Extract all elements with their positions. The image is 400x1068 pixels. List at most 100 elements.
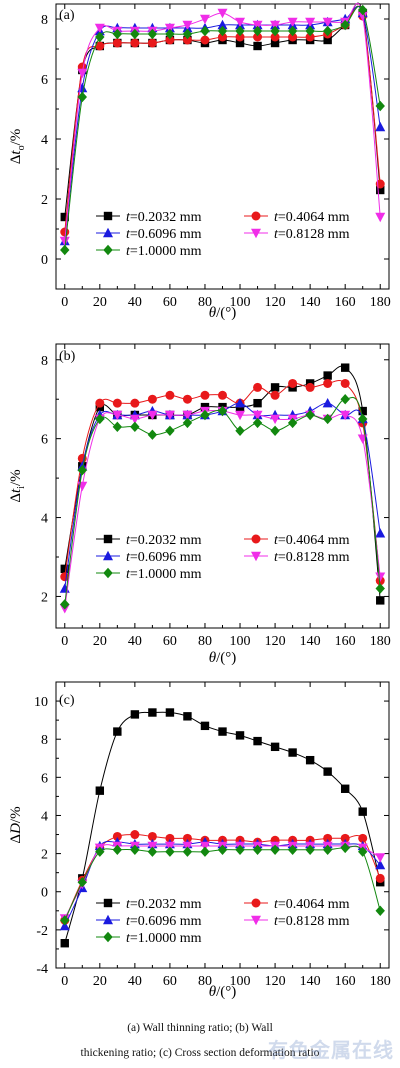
plot-frame [55, 343, 390, 629]
data-point [182, 35, 192, 45]
data-point [253, 32, 263, 42]
data-point [340, 784, 350, 793]
data-point [358, 406, 367, 416]
data-point [375, 853, 386, 863]
data-point [165, 28, 175, 40]
data-point [130, 710, 140, 719]
data-point [182, 28, 193, 40]
data-point [200, 409, 210, 421]
data-point [375, 873, 385, 883]
data-point [77, 91, 87, 103]
data-point [358, 413, 368, 425]
data-point [235, 410, 246, 421]
data-point [95, 846, 105, 857]
data-point [164, 23, 175, 34]
y-axis-label: Δto/% [8, 129, 27, 165]
data-point [288, 32, 298, 42]
data-point [200, 35, 210, 45]
data-point [130, 830, 140, 840]
data-point [305, 382, 315, 392]
x-tick-label: 80 [198, 634, 212, 649]
y-tick-label: 4 [41, 133, 48, 148]
data-point [199, 841, 210, 852]
y-tick-label: -4 [36, 962, 48, 977]
data-point [130, 398, 140, 408]
data-point [375, 572, 386, 582]
data-point [148, 708, 157, 717]
x-tick-label: 100 [230, 974, 251, 989]
legend-marker [103, 567, 113, 579]
series-t-1-0000-mm [60, 4, 385, 256]
data-point [375, 121, 386, 132]
data-point [218, 390, 227, 400]
series-t-1-0000-mm [60, 394, 385, 610]
data-point [129, 414, 140, 425]
data-point [95, 786, 105, 795]
legend-label: t=0.8128 mm [274, 914, 350, 929]
data-point [322, 25, 333, 37]
data-point [183, 712, 192, 721]
data-point [94, 23, 105, 34]
y-tick-label: 10 [34, 695, 48, 710]
data-point [217, 8, 228, 19]
data-point [200, 390, 210, 400]
data-point [77, 68, 88, 79]
x-tick-label: 80 [198, 974, 212, 989]
y-axis-label: Δti/% [8, 469, 27, 502]
x-tick-label: 20 [93, 974, 107, 989]
data-point [113, 727, 122, 736]
data-point [112, 28, 123, 40]
data-point [165, 425, 175, 436]
data-point [340, 833, 350, 843]
data-point [252, 20, 263, 31]
data-point [340, 363, 350, 372]
data-point [60, 599, 70, 610]
legend-marker [103, 898, 113, 908]
data-point [60, 564, 69, 574]
data-point [340, 378, 350, 388]
x-tick-label: 80 [198, 295, 212, 310]
data-point [253, 736, 262, 746]
data-point [375, 583, 385, 594]
data-point [305, 25, 315, 37]
data-point [340, 842, 350, 854]
data-point [270, 742, 280, 752]
data-point [182, 833, 192, 843]
legend-label: t=0.2032 mm [126, 210, 202, 225]
data-point [358, 833, 368, 843]
legend-marker [103, 931, 113, 943]
x-tick-label: 180 [370, 295, 391, 310]
y-tick-label: 0 [41, 886, 48, 901]
legend-label: t=0.4064 mm [274, 897, 350, 912]
data-point [323, 378, 333, 388]
data-point [322, 844, 333, 855]
series-t-0-2032-mm [60, 708, 385, 948]
data-point [112, 38, 122, 48]
data-point [165, 833, 175, 843]
data-point [130, 844, 140, 855]
data-point [322, 413, 333, 425]
y-tick-label: 0 [41, 253, 48, 268]
legend-marker [251, 228, 261, 239]
y-tick-label: 2 [41, 848, 48, 863]
legend-marker [103, 534, 113, 544]
data-point [147, 841, 158, 852]
y-tick-label: 8 [41, 354, 48, 369]
legend-marker [103, 914, 113, 925]
x-tick-label: 100 [230, 295, 251, 310]
data-point [305, 409, 315, 421]
caption-line-1: (a) Wall thinning ratio; (b) Wall [127, 1022, 273, 1034]
data-point [235, 425, 245, 436]
chart-panel-2: 0 20 40 60 80 100 120 140 160 180 2 4 6 8 (b) Δti/% θ/(°… [8, 343, 391, 666]
series-line [64, 410, 381, 609]
data-point [165, 708, 175, 717]
data-point [235, 731, 245, 740]
data-point [323, 35, 332, 45]
data-point [235, 38, 245, 48]
data-point [305, 17, 316, 28]
data-point [217, 405, 228, 417]
data-point [147, 846, 158, 857]
data-point [252, 417, 263, 429]
legend-label: t=0.6096 mm [126, 550, 202, 565]
